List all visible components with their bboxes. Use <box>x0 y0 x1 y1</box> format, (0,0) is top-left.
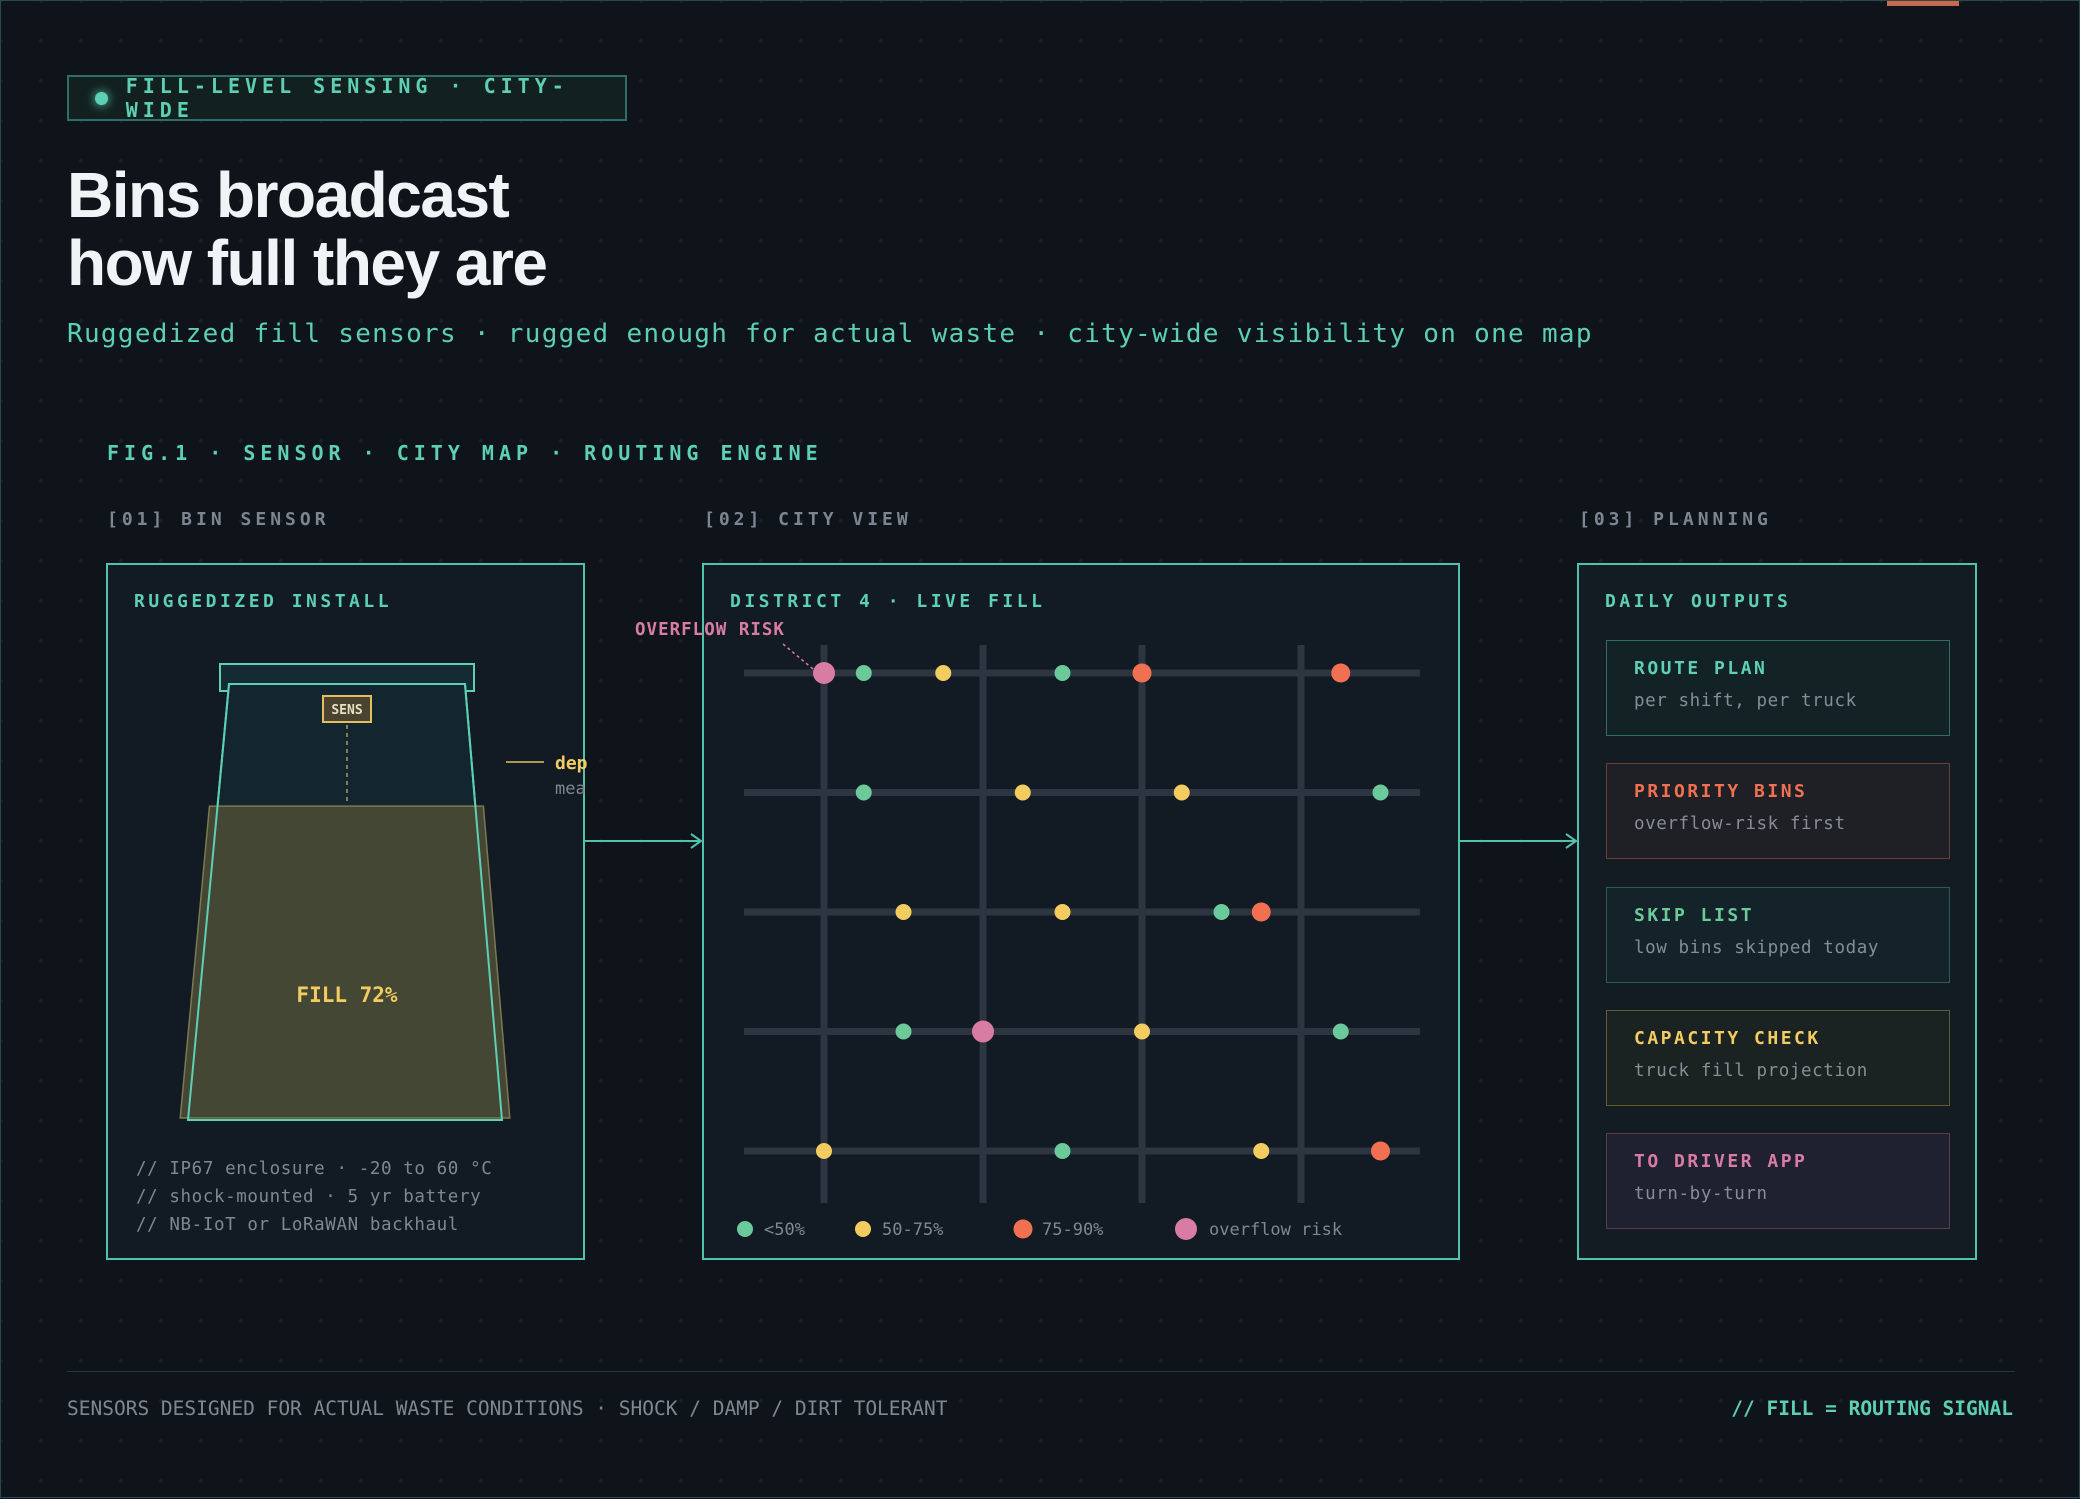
bin-marker-low <box>1054 665 1071 681</box>
city-map: <50% 50-75% 75-90% overflow risk <box>737 645 1420 1240</box>
sensor-specs: // IP67 enclosure · -20 to 60 °C // shoc… <box>136 1155 492 1239</box>
bin-diagram: SENS depth measure FILL 72% <box>179 663 587 1121</box>
title-line-1: Bins broadcast <box>67 159 510 231</box>
sensor-chip-label: SENS <box>331 703 362 718</box>
bin-marker-high <box>1371 1141 1390 1161</box>
header-tag: FILL-LEVEL SENSING · CITY-WIDE <box>67 74 627 122</box>
output-desc: per shift, per truck <box>1634 691 1857 711</box>
bin-marker-mid <box>1054 904 1071 920</box>
bin-marker-low <box>855 784 872 801</box>
bin-marker-low <box>1332 1023 1349 1040</box>
legend-swatch-mid <box>855 1221 871 1237</box>
section-label-planning: [03] PLANNING <box>1579 509 1772 530</box>
bin-marker-high <box>1251 902 1271 922</box>
output-title: PRIORITY BINS <box>1634 781 1808 802</box>
spec-line: // NB-IoT or LoRaWAN backhaul <box>136 1215 459 1235</box>
bin-marker-low <box>855 665 872 681</box>
figure-label: FIG.1 · SENSOR · CITY MAP · ROUTING ENGI… <box>107 441 823 465</box>
bin-marker-high <box>1132 663 1152 683</box>
output-title: TO DRIVER APP <box>1634 1151 1808 1172</box>
arrow-head-icon <box>690 833 703 849</box>
bin-fill-level <box>179 805 511 1119</box>
output-skip-list: SKIP LIST low bins skipped today <box>1606 887 1950 983</box>
bin-marker-high <box>1331 663 1351 683</box>
output-desc: turn-by-turn <box>1634 1184 1768 1204</box>
bin-marker-mid <box>935 665 952 681</box>
legend-label: <50% <box>764 1220 805 1240</box>
output-priority-bins: PRIORITY BINS overflow-risk first <box>1606 763 1950 859</box>
bin-body-edges <box>186 683 504 1121</box>
output-desc: low bins skipped today <box>1634 938 1879 958</box>
section-label-city: [02] CITY VIEW <box>704 509 912 530</box>
bin-marker-mid <box>1134 1023 1150 1040</box>
bin-marker-mid <box>895 904 912 920</box>
planning-panel: DAILY OUTPUTS ROUTE PLAN per shift, per … <box>1577 563 1977 1260</box>
planning-panel-title: DAILY OUTPUTS <box>1605 591 1792 612</box>
legend-swatch-overflow <box>1175 1218 1197 1240</box>
bin-marker-mid <box>1014 784 1031 801</box>
page-subtitle: Ruggedized fill sensors · rugged enough … <box>67 319 1593 349</box>
spec-line: // IP67 enclosure · -20 to 60 °C <box>136 1159 493 1179</box>
city-panel-title: DISTRICT 4 · LIVE FILL <box>730 591 1046 612</box>
output-driver-app: TO DRIVER APP turn-by-turn <box>1606 1133 1950 1229</box>
header-tag-label: FILL-LEVEL SENSING · CITY-WIDE <box>125 74 569 122</box>
bin-marker-overflow <box>813 662 835 684</box>
output-title: ROUTE PLAN <box>1634 658 1768 679</box>
sensor-chip <box>322 695 372 723</box>
legend-label: 50-75% <box>882 1220 943 1240</box>
output-desc: truck fill projection <box>1634 1061 1868 1081</box>
bin-marker-low <box>895 1023 912 1040</box>
bin-marker-low <box>1213 904 1230 920</box>
legend-label: overflow risk <box>1209 1220 1342 1240</box>
legend-label: 75-90% <box>1042 1220 1103 1240</box>
sensor-panel: RUGGEDIZED INSTALL SENS depth measure FI… <box>106 563 587 1260</box>
footer-note: SENSORS DESIGNED FOR ACTUAL WASTE CONDIT… <box>67 1397 948 1420</box>
output-desc: overflow-risk first <box>1634 814 1846 834</box>
output-title: SKIP LIST <box>1634 905 1755 926</box>
output-title: CAPACITY CHECK <box>1634 1028 1821 1049</box>
title-line-2: how full they are <box>67 227 548 299</box>
output-capacity-check: CAPACITY CHECK truck fill projection <box>1606 1010 1950 1106</box>
arrow-head-icon <box>1565 833 1578 849</box>
bin-marker-low <box>1054 1143 1071 1159</box>
legend-swatch-low <box>737 1221 753 1237</box>
page-title: Bins broadcast how full they are <box>67 159 548 299</box>
bin-marker-mid <box>1173 784 1190 801</box>
overflow-callout-line <box>782 643 814 670</box>
bin-marker-mid <box>1253 1143 1270 1159</box>
footer-tagline: // FILL = ROUTING SIGNAL <box>1731 1397 2013 1420</box>
spec-line: // shock-mounted · 5 yr battery <box>136 1187 482 1207</box>
footer-divider <box>67 1371 2015 1372</box>
section-label-sensor: [01] BIN SENSOR <box>107 509 330 530</box>
depth-sub-label: measure <box>555 779 587 799</box>
status-dot-icon <box>95 91 108 105</box>
bin-marker-overflow <box>972 1020 994 1043</box>
bin-marker-mid <box>816 1143 832 1159</box>
overflow-callout: OVERFLOW RISK <box>635 620 785 640</box>
output-route-plan: ROUTE PLAN per shift, per truck <box>1606 640 1950 736</box>
fill-label: FILL 72% <box>296 983 398 1007</box>
sensor-panel-title: RUGGEDIZED INSTALL <box>134 591 393 612</box>
legend-swatch-high <box>1013 1219 1033 1239</box>
depth-label: depth <box>555 753 587 774</box>
top-accent-bar <box>1887 1 1959 6</box>
bin-marker-low <box>1372 784 1389 801</box>
city-panel: DISTRICT 4 · LIVE FILL <50% 50-75% 75-90% o… <box>702 563 1460 1260</box>
